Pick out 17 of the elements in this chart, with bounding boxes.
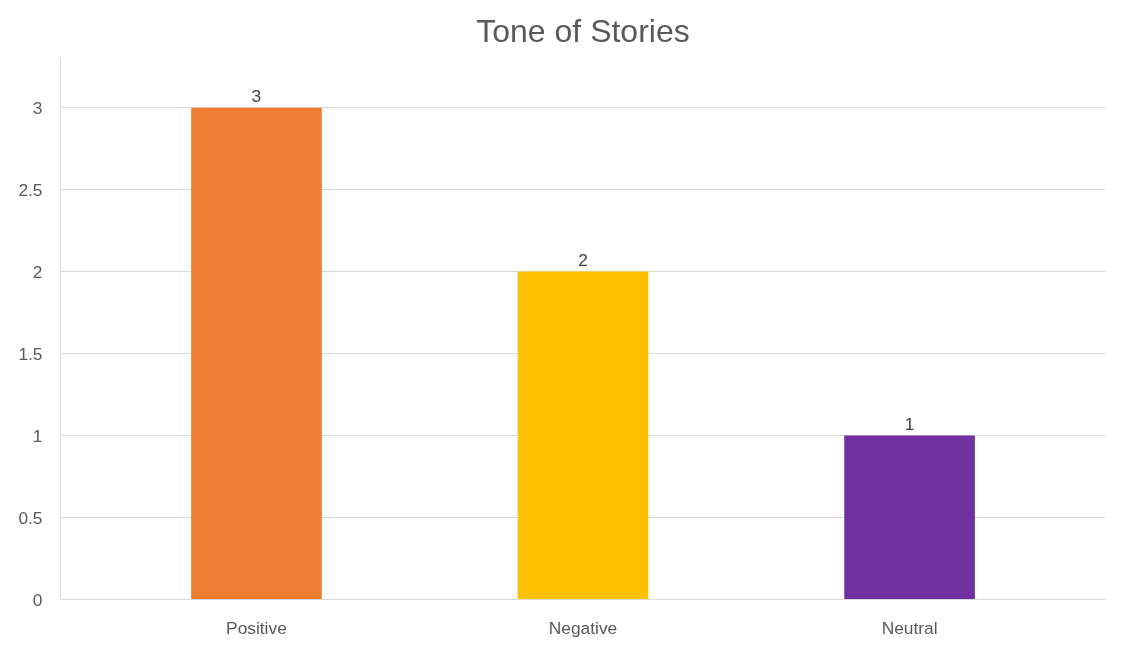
y-tick-label: 1.5 bbox=[18, 343, 43, 364]
x-tick-label: Negative bbox=[548, 617, 618, 638]
y-tick-label: 0 bbox=[32, 589, 43, 610]
data-label: 2 bbox=[578, 249, 588, 270]
data-label: 3 bbox=[251, 85, 262, 106]
y-tick-label: 2 bbox=[32, 261, 43, 282]
bar bbox=[844, 435, 975, 600]
data-label: 1 bbox=[904, 413, 915, 434]
x-tick-label: Neutral bbox=[881, 617, 938, 638]
y-tick-label: 3 bbox=[32, 97, 43, 118]
chart-title: Tone of Stories bbox=[476, 12, 690, 49]
y-tick-label: 0.5 bbox=[18, 507, 43, 528]
bar bbox=[191, 107, 322, 600]
x-tick-label: Positive bbox=[226, 617, 287, 638]
y-tick-label: 1 bbox=[32, 425, 43, 446]
y-tick-label: 2.5 bbox=[18, 179, 43, 200]
bar bbox=[517, 271, 649, 600]
